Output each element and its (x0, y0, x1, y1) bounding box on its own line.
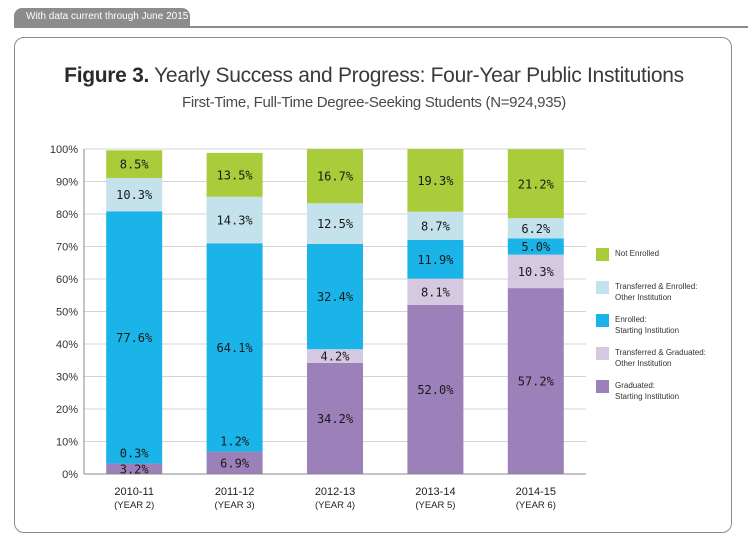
bar-segment (407, 305, 464, 474)
data-label: 32.4% (317, 290, 354, 304)
bar-segment (106, 463, 163, 474)
bar-segment (307, 203, 363, 244)
data-label: 21.2% (518, 177, 555, 191)
bar-segment (507, 288, 564, 474)
data-labels: 3.2% 77.6% 10.3% 8.5% 6.9% 64.1% 14.3% 13.5% 34.… (116, 158, 554, 477)
data-label: 16.7% (317, 170, 354, 184)
y-tick-label: 60% (56, 274, 78, 286)
bar-segment (206, 196, 263, 244)
legend: Not Enrolled Transferred & Enrolled: Other… (596, 248, 706, 401)
x-tick-sublabel: (YEAR 6) (516, 500, 556, 511)
data-label: 14.3% (217, 214, 254, 228)
bar-segment (407, 149, 464, 212)
data-label: 52.0% (417, 383, 454, 397)
bar-segment (307, 349, 363, 363)
legend-label: Other Institution (615, 359, 671, 368)
bars (106, 149, 564, 474)
y-tick-label: 50% (56, 307, 78, 319)
bar-segment (507, 149, 564, 219)
data-label: 12.5% (317, 217, 354, 231)
data-label: 77.6% (116, 331, 153, 345)
bar-segment (206, 243, 263, 452)
data-label-small: 1.2% (220, 435, 250, 449)
legend-label: Starting Institution (615, 326, 679, 335)
bar-segment (407, 240, 464, 279)
x-tick-sublabel: (YEAR 2) (114, 500, 154, 511)
data-label: 8.5% (120, 158, 150, 172)
data-label: 5.0% (521, 240, 551, 254)
bar-segment (307, 362, 363, 474)
x-tick-label: 2011-12 (215, 486, 255, 498)
data-label: 11.9% (417, 253, 454, 267)
data-label: 6.2% (521, 222, 551, 236)
data-label: 8.1% (421, 285, 451, 299)
title-text: Yearly Success and Progress: Four-Year P… (149, 64, 684, 87)
legend-swatch (596, 281, 609, 294)
legend-label: Not Enrolled (615, 249, 659, 258)
chart-frame (14, 37, 732, 533)
bar-segment (507, 238, 564, 255)
bar-segment (507, 254, 564, 289)
data-label-small: 0.3% (120, 447, 150, 461)
data-label: 4.2% (321, 350, 351, 364)
data-label: 19.3% (417, 174, 454, 188)
legend-swatch (596, 347, 609, 360)
x-tick-label: 2013-14 (415, 486, 455, 498)
data-label: 13.5% (217, 168, 254, 182)
legend-label: Graduated: (615, 381, 655, 390)
legend-label: Transferred & Graduated: (615, 348, 706, 357)
legend-label: Other Institution (615, 293, 671, 302)
data-label: 6.9% (220, 456, 250, 470)
legend-label: Starting Institution (615, 392, 679, 401)
bar-segment (307, 149, 363, 204)
data-label: 64.1% (217, 341, 254, 355)
data-label: 10.3% (116, 188, 153, 202)
y-tick-label: 90% (56, 177, 78, 189)
y-tick-label: 20% (56, 404, 78, 416)
legend-swatch (596, 314, 609, 327)
x-tick-label: 2010-11 (114, 486, 154, 498)
x-tick-label: 2014-15 (516, 486, 556, 498)
y-tick-label: 10% (56, 437, 78, 449)
legend-swatch (596, 248, 609, 261)
header-rule (14, 26, 748, 28)
data-label: 3.2% (120, 462, 150, 476)
bar-segment (407, 211, 464, 240)
figure-label: Figure 3. (64, 64, 149, 87)
data-currency-tab: With data current through June 2015 (14, 8, 190, 26)
bar-segment (106, 150, 163, 178)
legend-swatch (596, 380, 609, 393)
legend-label: Enrolled: (615, 315, 647, 324)
chart-title: Figure 3. Yearly Success and Progress: F… (0, 64, 748, 88)
y-tick-label: 40% (56, 339, 78, 351)
y-tick-label: 70% (56, 242, 78, 254)
bar-segment (106, 177, 163, 212)
bar-segment (407, 278, 464, 305)
data-label: 10.3% (518, 265, 555, 279)
legend-label: Transferred & Enrolled: (615, 282, 697, 291)
y-tick-label: 100% (50, 144, 78, 156)
bar-segment (206, 152, 263, 197)
chart-subtitle: First-Time, Full-Time Degree-Seeking Stu… (181, 94, 567, 111)
bar-segment (307, 243, 363, 350)
data-currency-text: With data current through June 2015 (26, 11, 189, 22)
bar-segment (507, 218, 564, 239)
bar-segment (106, 211, 163, 464)
x-axis: 2010-11 (YEAR 2) 2011-12 (YEAR 3) 2012-13 (YE… (114, 486, 556, 511)
data-label: 34.2% (317, 412, 354, 426)
bar-segment (206, 451, 263, 474)
y-tick-label: 80% (56, 209, 78, 221)
x-tick-sublabel: (YEAR 3) (215, 500, 255, 511)
x-tick-sublabel: (YEAR 4) (315, 500, 355, 511)
y-axis: 0% 10% 20% 30% 40% 50% 60% 70% 80% 90% 100% (50, 144, 586, 481)
x-tick-sublabel: (YEAR 5) (415, 500, 455, 511)
y-tick-label: 0% (62, 469, 78, 481)
data-label: 57.2% (518, 375, 555, 389)
y-tick-label: 30% (56, 372, 78, 384)
data-label: 8.7% (421, 219, 451, 233)
x-tick-label: 2012-13 (315, 486, 355, 498)
